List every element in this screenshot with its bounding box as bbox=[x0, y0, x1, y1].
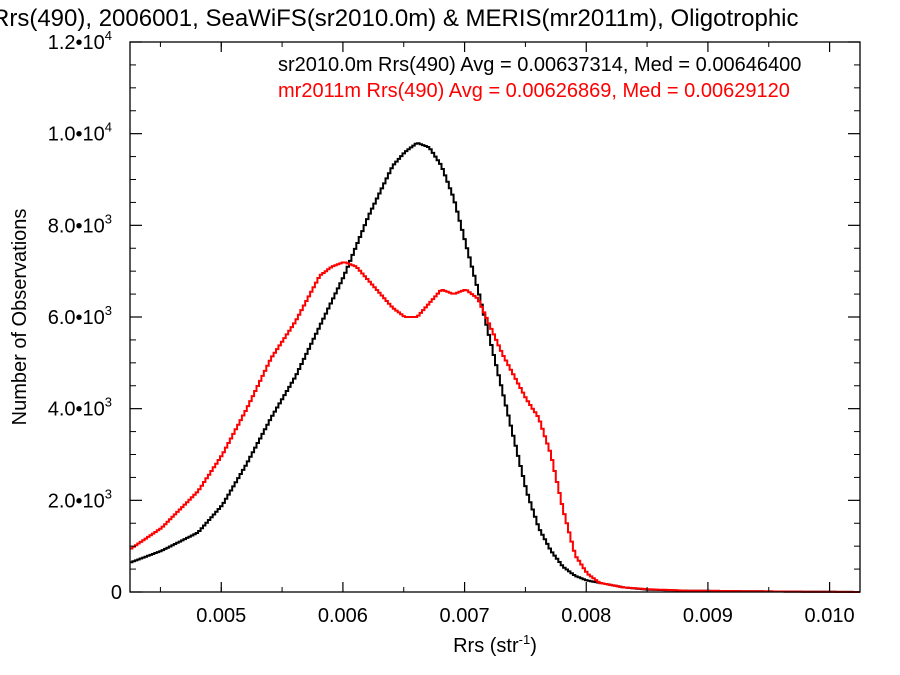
y-tick-label: 6.0•103 bbox=[48, 303, 112, 329]
y-tick-label: 4.0•103 bbox=[48, 395, 112, 421]
y-tick-label: 2.0•103 bbox=[48, 486, 112, 512]
legend-entry-sr2010: sr2010.0m Rrs(490) Avg = 0.00637314, Med… bbox=[278, 54, 801, 76]
x-tick-label: 0.010 bbox=[805, 605, 855, 627]
y-tick-label: 1.2•104 bbox=[48, 28, 112, 54]
series-line-1 bbox=[130, 261, 860, 593]
series-line-0 bbox=[130, 142, 860, 593]
ticks-layer: 0.005 0.006 0.007 0.008 0.009 0.01002.0•1034.… bbox=[48, 28, 860, 627]
x-tick-label: 0.008 bbox=[561, 605, 611, 627]
x-axis-label-close: ) bbox=[530, 635, 537, 657]
y-tick-mantissa: 8.0•10 bbox=[48, 215, 105, 237]
series-layer bbox=[130, 142, 860, 593]
y-tick-exponent: 4 bbox=[105, 120, 112, 135]
y-tick-exponent: 3 bbox=[105, 211, 112, 226]
y-axis-label: Number of Observations bbox=[9, 209, 31, 426]
y-tick-mantissa: 1.0•10 bbox=[48, 124, 105, 146]
x-axis-label-main: Rrs (str bbox=[453, 635, 519, 657]
y-tick-mantissa: 6.0•10 bbox=[48, 307, 105, 329]
y-tick-exponent: 3 bbox=[105, 486, 112, 501]
y-tick-label: 1.0•104 bbox=[48, 120, 112, 146]
x-tick-label: 0.007 bbox=[440, 605, 490, 627]
y-tick-exponent: 3 bbox=[105, 303, 112, 318]
plot-frame bbox=[129, 41, 861, 593]
y-tick-label: 0 bbox=[111, 582, 122, 604]
y-tick-exponent: 4 bbox=[105, 28, 112, 43]
y-tick-mantissa: 2.0•10 bbox=[48, 490, 105, 512]
x-tick-label: 0.005 bbox=[196, 605, 246, 627]
x-axis-label-sup: -1 bbox=[519, 632, 531, 647]
x-axis-label: Rrs (str-1) bbox=[453, 632, 537, 657]
y-tick-label: 8.0•103 bbox=[48, 211, 112, 237]
chart-title: Rrs(490), 2006001, SeaWiFS(sr2010.0m) & … bbox=[0, 5, 799, 32]
y-tick-mantissa: 1.2•10 bbox=[48, 32, 105, 54]
x-tick-label: 0.006 bbox=[318, 605, 368, 627]
y-tick-mantissa: 0 bbox=[111, 582, 122, 604]
y-tick-exponent: 3 bbox=[105, 395, 112, 410]
x-tick-label: 0.009 bbox=[683, 605, 733, 627]
legend-entry-mr2011: mr2011m Rrs(490) Avg = 0.00626869, Med =… bbox=[278, 80, 790, 102]
y-tick-mantissa: 4.0•10 bbox=[48, 399, 105, 421]
